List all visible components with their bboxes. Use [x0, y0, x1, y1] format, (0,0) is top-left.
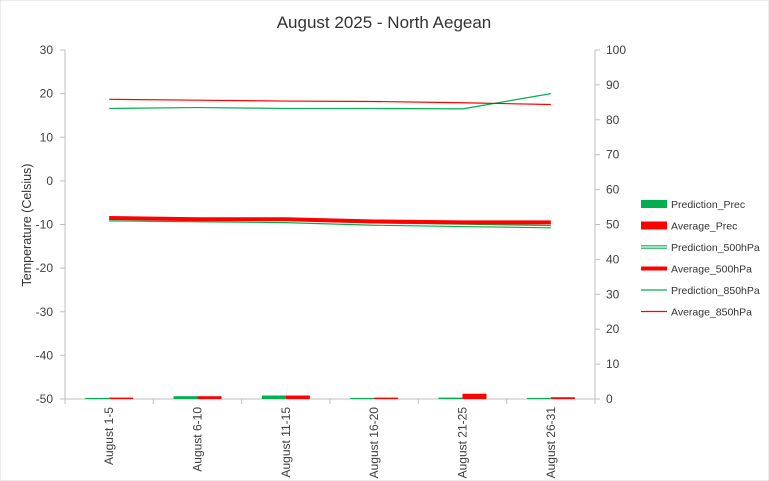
y-tick-label: -20	[36, 261, 54, 275]
bar-average-prec	[285, 395, 310, 399]
y2-tick-label: 0	[606, 392, 613, 406]
x-tick-label: August 16-20	[367, 407, 381, 479]
bar-prediction-prec	[85, 397, 110, 399]
y-tick-label: 0	[46, 174, 53, 188]
y-tick-label: -10	[36, 218, 54, 232]
bar-average-prec	[550, 397, 575, 399]
y2-tick-label: 60	[606, 183, 620, 197]
x-tick-label: August 6-10	[191, 407, 205, 472]
y2-tick-label: 50	[606, 218, 620, 232]
y-axis-title: Temperature (Celsius)	[20, 164, 34, 287]
y2-tick-label: 100	[606, 43, 626, 57]
line-average-850hpa	[109, 98, 551, 106]
bar-prediction-prec	[173, 396, 198, 399]
bar-prediction-prec	[350, 397, 375, 399]
bar-average-prec	[197, 396, 222, 399]
y-tick-label: -40	[36, 348, 54, 362]
legend-prediction-prec-label: Prediction_Prec	[671, 199, 745, 211]
y2-tick-label: 30	[606, 287, 620, 301]
y-tick-label: -50	[36, 392, 54, 406]
y-tick-label: 10	[40, 130, 54, 144]
legend-prediction-500hpa-label: Prediction_500hPa	[671, 242, 760, 254]
bar-average-prec	[374, 397, 399, 399]
bar-prediction-prec	[526, 397, 551, 399]
legend-average-prec-label: Average_Prec	[671, 221, 737, 233]
y2-tick-label: 90	[606, 78, 620, 92]
y-tick-label: -30	[36, 305, 54, 319]
legend: Prediction_Prec Average_Prec Prediction_50…	[641, 199, 760, 319]
bar-average-prec	[462, 393, 487, 399]
y-tick-label: 20	[40, 87, 54, 101]
chart-title: August 2025 - North Aegean	[277, 13, 492, 32]
line-prediction-850hpa	[109, 93, 551, 110]
x-tick-label: August 26-31	[544, 407, 558, 479]
legend-average-850hpa-label: Average_850hPa	[671, 307, 752, 319]
bar-average-prec	[109, 397, 134, 399]
plot-area: 3020100-10-20-30-40-50100908070605040302…	[36, 43, 627, 478]
legend-average-500hpa-label: Average_500hPa	[671, 264, 752, 276]
y2-tick-label: 20	[606, 322, 620, 336]
x-tick-label: August 21-25	[456, 407, 470, 479]
bar-prediction-prec	[438, 397, 463, 399]
legend-prediction-prec-swatch	[641, 200, 667, 208]
x-tick-label: August 1-5	[102, 407, 116, 465]
bar-prediction-prec	[261, 395, 286, 399]
y-tick-label: 30	[40, 43, 54, 57]
y2-tick-label: 10	[606, 357, 620, 371]
y2-tick-label: 80	[606, 113, 620, 127]
y2-tick-label: 40	[606, 252, 620, 266]
y2-tick-label: 70	[606, 148, 620, 162]
x-tick-label: August 11-15	[279, 407, 293, 478]
line-average-500hpa	[109, 215, 551, 225]
legend-prediction-850hpa-label: Prediction_850hPa	[671, 285, 760, 297]
legend-average-prec-swatch	[641, 221, 667, 230]
